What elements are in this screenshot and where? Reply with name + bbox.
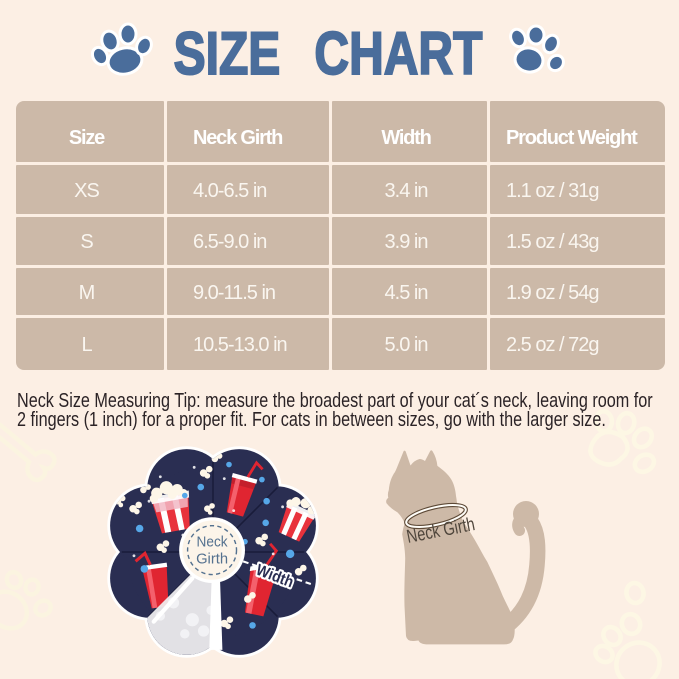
- svg-text:Girth: Girth: [196, 550, 228, 567]
- svg-text:Neck: Neck: [197, 533, 228, 550]
